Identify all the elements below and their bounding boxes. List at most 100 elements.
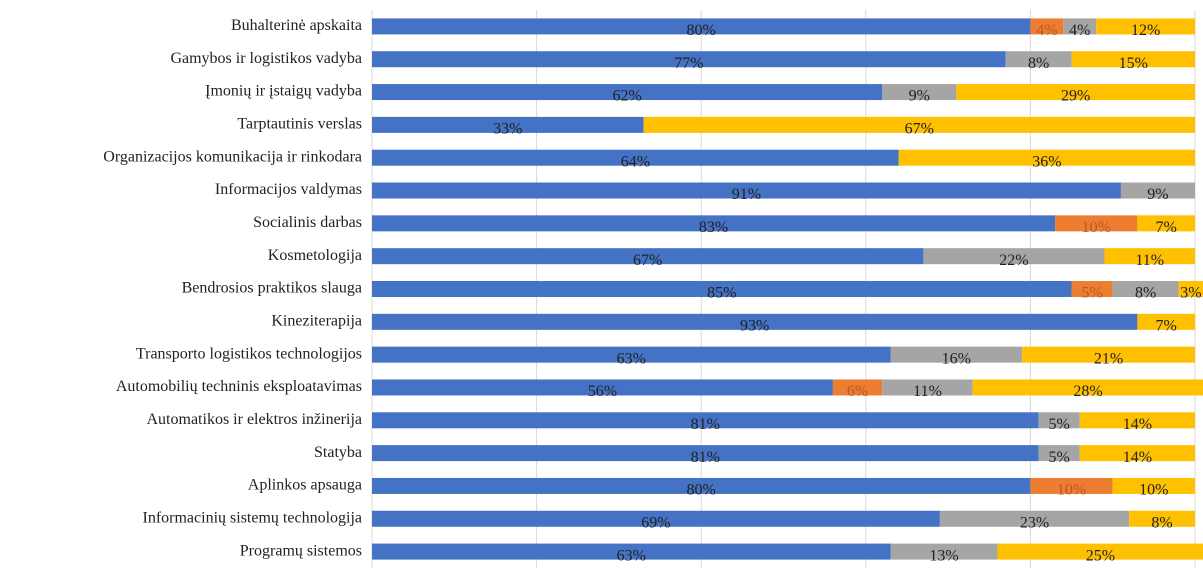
data-label: 83% — [699, 219, 728, 236]
data-label: 8% — [1151, 514, 1172, 531]
data-label: 29% — [1061, 88, 1090, 105]
bar-segment — [972, 379, 1203, 396]
bar-segment — [1178, 281, 1203, 297]
y-tick-label: Kosmetologija — [268, 247, 362, 264]
data-label: 10% — [1082, 219, 1111, 236]
y-tick-label: Automatikos ir elektros inžinerija — [147, 411, 363, 428]
y-tick-label: Buhalterinė apskaita — [231, 17, 362, 34]
y-tick-label: Automobilių techninis eksploatavimas — [116, 378, 362, 395]
data-label: 4% — [1036, 22, 1057, 39]
bar-segment — [1112, 281, 1179, 297]
data-label: 23% — [1020, 514, 1049, 531]
data-label: 8% — [1028, 55, 1049, 72]
data-label: 77% — [674, 55, 703, 72]
bar-segment — [1120, 182, 1195, 199]
bar-segment — [1104, 248, 1195, 265]
data-label: 12% — [1131, 22, 1160, 39]
data-label: 64% — [621, 153, 650, 170]
bar-segment — [956, 84, 1195, 101]
bar-segment — [372, 51, 1006, 68]
data-label: 81% — [691, 416, 720, 433]
data-label: 85% — [707, 285, 736, 302]
bar-segment — [372, 477, 1031, 494]
y-tick-label: Programų sistemos — [240, 542, 362, 559]
bar-segment — [372, 18, 1031, 35]
y-tick-label: Aplinkos apsauga — [248, 477, 362, 494]
data-label: 6% — [847, 383, 868, 400]
bar-segment — [1071, 51, 1195, 68]
data-label: 67% — [633, 252, 662, 269]
data-label: 69% — [641, 514, 670, 531]
data-label: 9% — [909, 88, 930, 105]
data-label: 15% — [1119, 55, 1148, 72]
bar-segment — [1137, 215, 1195, 232]
bar-segment — [372, 84, 883, 101]
bar-segment — [1005, 51, 1072, 68]
y-tick-label: Organizacijos komunikacija ir rinkodara — [103, 148, 362, 165]
bar-segment — [372, 116, 644, 133]
bar-segment — [372, 313, 1138, 330]
y-tick-label: Informacijos valdymas — [215, 181, 362, 198]
data-label: 62% — [612, 88, 641, 105]
bar-segment — [372, 346, 891, 363]
bar-segment — [1112, 477, 1195, 494]
bar-segment — [1096, 18, 1195, 35]
bar-segment — [898, 149, 1195, 166]
data-label: 80% — [687, 22, 716, 39]
y-tick-label: Socialinis darbas — [253, 214, 362, 231]
data-label: 28% — [1073, 383, 1102, 400]
data-label: 10% — [1139, 482, 1168, 499]
data-label: 14% — [1123, 449, 1152, 466]
data-label: 56% — [588, 383, 617, 400]
bar-segment — [372, 248, 924, 265]
bar-segment — [939, 510, 1130, 527]
data-label: 93% — [740, 317, 769, 334]
data-label: 5% — [1081, 285, 1102, 302]
data-label: 14% — [1123, 416, 1152, 433]
y-tick-label: Informacinių sistemų technologija — [143, 509, 363, 526]
data-label: 21% — [1094, 350, 1123, 367]
bar-segment — [882, 84, 957, 101]
data-label: 7% — [1156, 219, 1177, 236]
bar-segment — [1137, 313, 1195, 330]
data-label: 33% — [493, 121, 522, 138]
data-label: 80% — [687, 482, 716, 499]
data-label: 10% — [1057, 482, 1086, 499]
bar-segment — [643, 116, 1195, 133]
data-label: 63% — [617, 547, 646, 564]
data-label: 11% — [1135, 252, 1164, 269]
data-label: 11% — [913, 383, 942, 400]
bar-segment — [372, 510, 940, 527]
bar-segment — [923, 248, 1105, 265]
bar-segment — [997, 543, 1203, 560]
data-label: 91% — [732, 186, 761, 203]
data-label: 7% — [1156, 317, 1177, 334]
data-label: 5% — [1049, 416, 1070, 433]
bar-segment — [1079, 412, 1195, 429]
y-tick-label: Tarptautinis verslas — [237, 116, 362, 133]
y-tick-label: Kineziterapija — [271, 312, 362, 329]
bar-segment — [372, 215, 1056, 232]
data-label: 3% — [1180, 285, 1201, 302]
data-label: 4% — [1069, 22, 1090, 39]
bar-segment — [1063, 18, 1097, 35]
data-label: 8% — [1135, 285, 1156, 302]
data-label: 22% — [999, 252, 1028, 269]
bar-segment — [1071, 281, 1113, 297]
y-tick-label: Statyba — [314, 444, 362, 461]
data-label: 5% — [1049, 449, 1070, 466]
bar-segment — [372, 379, 833, 396]
data-label: 67% — [905, 121, 934, 138]
y-tick-label: Bendrosios praktikos slauga — [182, 280, 362, 297]
y-tick-label: Gamybos ir logistikos vadyba — [170, 50, 362, 67]
bar-segment — [372, 445, 1039, 462]
bar-segment — [1129, 510, 1195, 527]
data-label: 25% — [1086, 547, 1115, 564]
bar-segment — [372, 182, 1121, 199]
bar-segment — [1055, 215, 1138, 232]
data-label: 36% — [1032, 153, 1061, 170]
bar-segment — [1030, 18, 1064, 35]
data-label: 16% — [942, 350, 971, 367]
bar-segment — [1079, 445, 1195, 462]
